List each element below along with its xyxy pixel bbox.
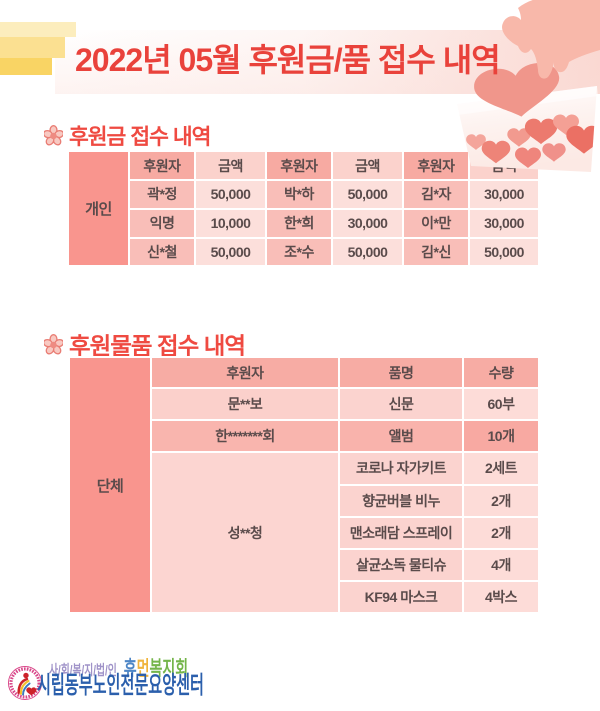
flower-icon: [44, 333, 63, 354]
donation-box-illustration: [457, 0, 600, 172]
donations-col-header: 금액: [331, 150, 404, 181]
logo-line1: 사/회/복/지/법/인 휴먼복지회: [49, 652, 188, 680]
goods-row: 성**청 코로나 자가키트 2세트: [69, 451, 540, 615]
small-hearts: [466, 114, 597, 168]
donation-amount: 50,000: [194, 236, 267, 268]
org-type-label: 사/회/복/지/법/인: [49, 662, 117, 678]
donations-col-header: 후원자: [265, 150, 333, 181]
goods-donor: 문**보: [150, 386, 340, 422]
page-title: 2022년 05월 후원금/품 접수 내역: [75, 42, 501, 78]
brand-name: 휴먼복지회: [123, 658, 189, 680]
organization-emblem-icon: [7, 665, 43, 701]
goods-item: 신문: [338, 386, 464, 422]
section2-header: 후원물품 접수 내역: [44, 327, 246, 361]
donor-name: 한*희: [265, 207, 333, 239]
donation-amount: 50,000: [331, 236, 404, 268]
goods-row: 맨소래담 스프레이 2개: [69, 515, 540, 550]
donations-group-cell: 개인: [67, 149, 130, 268]
donor-name: 익명: [128, 207, 196, 239]
donor-name: 곽*정: [128, 179, 196, 210]
flower-icon: [44, 125, 63, 146]
goods-row: 향균버블 비누 2개: [69, 483, 540, 518]
goods-row: 문**보 신문 60부: [69, 386, 540, 422]
goods-donor: 한*******회: [150, 419, 340, 454]
donations-row: 신*철 50,000 조*수 50,000 김*신 50,000: [68, 236, 540, 268]
goods-item: 살균소독 물티슈: [338, 547, 464, 583]
donor-name: 조*수: [265, 236, 333, 268]
goods-row: KF94 마스크 4박스: [69, 580, 540, 615]
goods-col-header: 품명: [338, 356, 464, 389]
donations-col-header: 금액: [194, 150, 267, 181]
donations-table: 개인 후원자 금액 후원자 금액 후원자 금액 곽*정 50,000 박*하 5…: [67, 149, 540, 268]
goods-qty: 10개: [462, 419, 540, 454]
donor-name: 이*만: [402, 207, 470, 239]
donor-name: 김*자: [402, 179, 470, 210]
goods-qty: 4박스: [462, 580, 540, 615]
goods-group-cell: 단체: [68, 355, 152, 615]
donation-amount: 30,000: [468, 179, 540, 210]
goods-qty: 2개: [462, 483, 540, 518]
goods-col-header: 수량: [462, 356, 540, 389]
donor-name: 김*신: [402, 236, 470, 268]
section2-title: 후원물품 접수 내역: [69, 333, 246, 359]
goods-row: 한*******회 앨범 10개: [69, 419, 540, 454]
goods-item: 향균버블 비누: [338, 483, 464, 518]
org-name: 시립동부노인전문요양센터: [37, 672, 204, 699]
section1-header: 후원금 접수 내역: [44, 120, 211, 151]
donation-amount: 50,000: [331, 179, 404, 210]
donation-amount: 50,000: [468, 236, 540, 268]
goods-donor: 성**청: [150, 451, 340, 615]
hand-arm: [502, 0, 600, 79]
deco-yellow-bar-3: [0, 58, 52, 75]
donor-name: 신*철: [128, 236, 196, 268]
donation-amount: 50,000: [194, 179, 267, 210]
goods-qty: 4개: [462, 547, 540, 583]
goods-qty: 2세트: [462, 451, 540, 486]
donations-col-header: 후원자: [128, 150, 196, 181]
goods-table: 단체 후원자 품명 수량 문**보 신문 60부 한*******회 앨범 10…: [68, 355, 540, 615]
goods-qty: 2개: [462, 515, 540, 550]
footer-logo: 사/회/복/지/법/인 휴먼복지회 시립동부노인전문요양센터: [7, 658, 267, 704]
big-heart: [474, 63, 560, 117]
goods-item: KF94 마스크: [338, 580, 464, 615]
donations-row: 익명 10,000 한*희 30,000 이*만 30,000: [68, 207, 540, 239]
deco-yellow-bar-1: [0, 22, 76, 37]
deco-yellow-bar-2: [0, 37, 65, 58]
goods-item: 앨범: [338, 419, 464, 454]
goods-item: 맨소래담 스프레이: [338, 515, 464, 550]
donor-name: 박*하: [265, 179, 333, 210]
donations-col-header: 후원자: [402, 150, 470, 181]
table-header-row: 단체 후원자 품명 수량: [68, 355, 540, 615]
donation-amount: 30,000: [468, 207, 540, 239]
section1-title: 후원금 접수 내역: [69, 125, 211, 149]
goods-qty: 60부: [462, 386, 540, 422]
goods-col-header: 후원자: [150, 356, 340, 389]
donation-amount: 10,000: [194, 207, 267, 239]
goods-item: 코로나 자가키트: [338, 451, 464, 486]
goods-row: 살균소독 물티슈 4개: [69, 547, 540, 583]
donations-row: 곽*정 50,000 박*하 50,000 김*자 30,000: [68, 179, 540, 210]
donation-amount: 30,000: [331, 207, 404, 239]
